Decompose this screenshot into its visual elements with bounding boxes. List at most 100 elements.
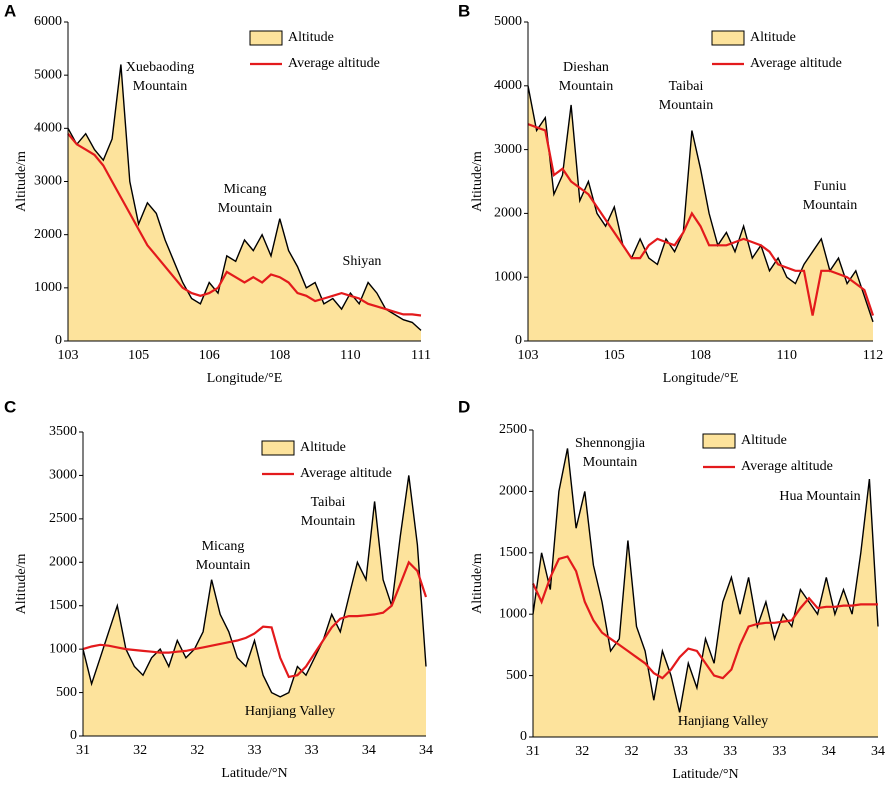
- y-tick-label: 5000: [34, 67, 62, 82]
- y-tick-label: 3000: [34, 174, 62, 189]
- annotation: Mountain: [196, 558, 250, 573]
- x-tick-label: 32: [575, 744, 589, 759]
- annotation: Hanjiang Valley: [678, 714, 768, 729]
- annotation: Dieshan: [563, 60, 609, 75]
- y-tick-label: 1000: [49, 641, 77, 656]
- annotation: Mountain: [218, 201, 272, 216]
- x-tick-label: 105: [128, 348, 149, 363]
- average-line: [527, 123, 875, 316]
- x-tick-label: 33: [674, 744, 688, 759]
- x-tick-label: 33: [772, 744, 786, 759]
- annotation: Xuebaoding: [126, 60, 194, 75]
- average-line: [532, 555, 878, 680]
- y-tick-label: 4000: [34, 121, 62, 136]
- altitude-line: [67, 64, 422, 331]
- legend-label: Average altitude: [750, 56, 842, 71]
- legend-swatch: [261, 440, 295, 456]
- altitude-area: [68, 64, 421, 341]
- annotation: Shennongjia: [575, 436, 646, 451]
- annotation: Mountain: [133, 79, 187, 94]
- legend-swatch: [249, 30, 283, 46]
- x-tick-label: 108: [269, 348, 290, 363]
- altitude-line: [82, 475, 427, 698]
- y-tick-label: 4000: [494, 78, 522, 93]
- y-tick-label: 1000: [494, 269, 522, 284]
- altitude-area: [533, 448, 878, 737]
- annotation: Mountain: [659, 98, 713, 113]
- annotation: Shiyan: [343, 254, 382, 269]
- y-tick-label: 0: [70, 728, 77, 743]
- average-line: [82, 560, 428, 679]
- y-tick-label: 3000: [49, 468, 77, 483]
- panel-letter: A: [4, 1, 16, 20]
- y-tick-label: 2000: [494, 206, 522, 221]
- x-axis-label: Longitude/°E: [663, 371, 739, 386]
- x-tick-label: 32: [625, 744, 639, 759]
- y-axis-label: Altitude/m: [470, 151, 485, 212]
- legend-label: Altitude: [288, 30, 334, 45]
- x-tick-label: 32: [133, 743, 147, 758]
- x-tick-label: 33: [305, 743, 319, 758]
- x-tick-label: 103: [58, 348, 79, 363]
- annotation: Taibai: [311, 495, 346, 510]
- annotation: Mountain: [559, 79, 613, 94]
- y-tick-label: 6000: [34, 14, 62, 29]
- annotation: Funiu: [814, 179, 847, 194]
- y-tick-label: 0: [515, 333, 522, 348]
- annotation: Mountain: [583, 455, 637, 470]
- y-axis-label: Altitude/m: [14, 554, 29, 615]
- altitude-line: [532, 448, 879, 713]
- x-tick-label: 33: [723, 744, 737, 759]
- x-tick-label: 106: [199, 348, 220, 363]
- y-tick-label: 2000: [49, 555, 77, 570]
- panel-letter: C: [4, 397, 16, 416]
- altitude-area: [528, 85, 873, 341]
- y-tick-label: 1500: [49, 598, 77, 613]
- annotation: Hanjiang Valley: [245, 704, 335, 719]
- x-tick-label: 34: [871, 744, 885, 759]
- y-tick-label: 3000: [494, 142, 522, 157]
- y-tick-label: 0: [55, 333, 62, 348]
- legend-label: Average altitude: [741, 459, 833, 474]
- panel-letter: D: [458, 397, 470, 416]
- y-axis-label: Altitude/m: [470, 553, 485, 614]
- y-tick-label: 0: [520, 729, 527, 744]
- x-tick-label: 108: [690, 348, 711, 363]
- y-tick-label: 500: [56, 685, 77, 700]
- altitude-area: [83, 475, 426, 736]
- annotation: Hua Mountain: [779, 489, 860, 504]
- x-tick-label: 110: [340, 348, 360, 363]
- x-tick-label: 103: [518, 348, 539, 363]
- x-tick-label: 31: [76, 743, 90, 758]
- x-tick-label: 110: [777, 348, 797, 363]
- average-line: [67, 132, 422, 317]
- y-tick-label: 1000: [499, 606, 527, 621]
- x-tick-label: 34: [822, 744, 836, 759]
- altitude-line: [527, 85, 874, 323]
- x-axis-label: Latitude/°N: [221, 766, 287, 781]
- annotation: Micang: [224, 182, 267, 197]
- legend-swatch: [702, 433, 736, 449]
- legend-label: Altitude: [300, 440, 346, 455]
- y-tick-label: 2000: [34, 227, 62, 242]
- y-tick-label: 1500: [499, 545, 527, 560]
- y-tick-label: 2500: [499, 422, 527, 437]
- panel-letter: B: [458, 1, 470, 20]
- y-axis-label: Altitude/m: [14, 151, 29, 212]
- annotation: Mountain: [803, 198, 857, 213]
- legend-label: Altitude: [750, 30, 796, 45]
- y-tick-label: 1000: [34, 280, 62, 295]
- y-tick-label: 2500: [49, 511, 77, 526]
- legend-swatch: [711, 30, 745, 46]
- x-tick-label: 105: [604, 348, 625, 363]
- x-tick-label: 111: [411, 348, 431, 363]
- x-tick-label: 34: [419, 743, 433, 758]
- x-tick-label: 32: [190, 743, 204, 758]
- y-tick-label: 3500: [49, 424, 77, 439]
- x-axis-label: Latitude/°N: [672, 767, 738, 782]
- legend-label: Altitude: [741, 433, 787, 448]
- x-axis-label: Longitude/°E: [207, 371, 283, 386]
- annotation: Mountain: [301, 514, 355, 529]
- legend-label: Average altitude: [300, 466, 392, 481]
